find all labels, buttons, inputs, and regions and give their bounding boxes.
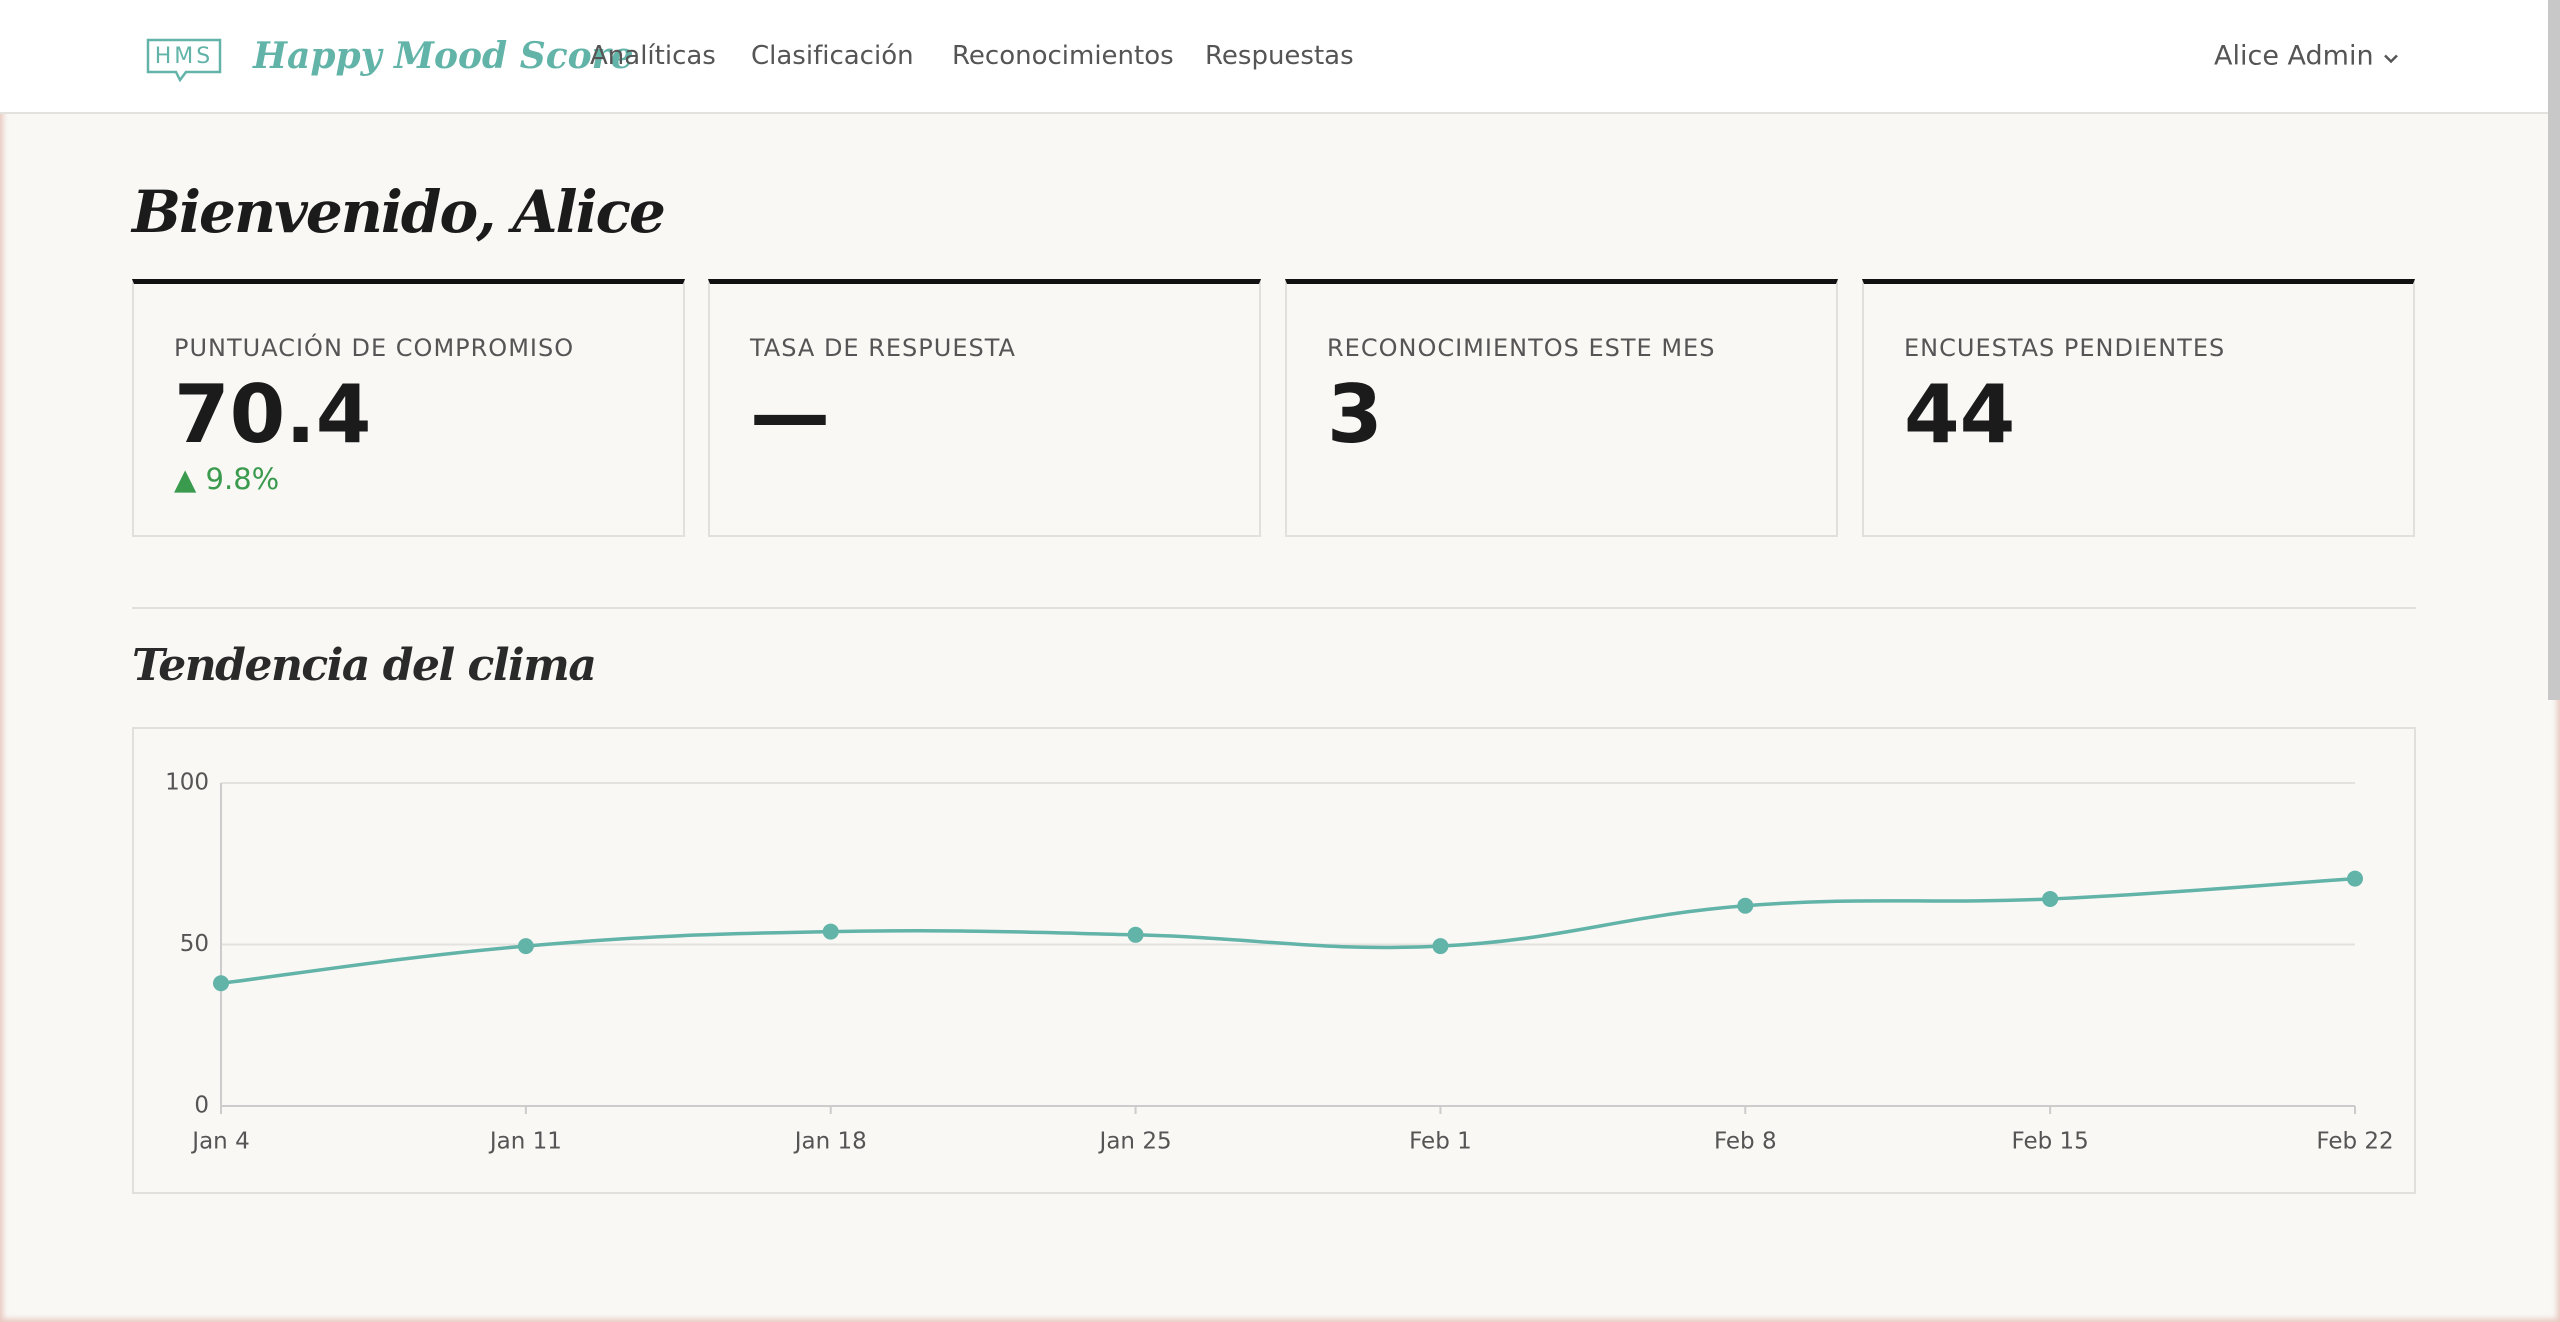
chart: 0 50 100 Jan 4 Jan 11 Jan 18 Jan 25 Feb 1 Feb 8 F… (165, 770, 2394, 1155)
point (213, 975, 229, 992)
user-name[interactable]: Alice Admin (2214, 40, 2374, 72)
point (1737, 897, 1754, 914)
card-value: 44 (1904, 368, 2016, 461)
point (1432, 938, 1449, 955)
x-tick-label: Jan 18 (793, 1129, 867, 1155)
y-tick-label: 100 (165, 770, 209, 796)
x-tick-label: Feb 1 (1409, 1129, 1472, 1155)
x-tick-label: Jan 25 (1098, 1129, 1172, 1155)
chart-panel: 0 50 100 Jan 4 Jan 11 Jan 18 Jan 25 Feb 1 Feb 8 F… (132, 727, 2416, 1194)
logo-frame (146, 38, 222, 82)
logo-text: HMS (155, 44, 214, 69)
card-label: ENCUESTAS PENDIENTES (1904, 334, 2226, 362)
user-menu[interactable]: Alice Admin (2214, 41, 2400, 72)
stat-card: PUNTUACIÓN DE COMPROMISO 70.4 ▲ 9.8% (132, 279, 685, 537)
card-value: 3 (1327, 368, 1383, 461)
line (220, 876, 2356, 985)
x-tick-label: Feb 15 (2011, 1129, 2088, 1155)
nav-link[interactable]: Analíticas (590, 41, 716, 71)
card-value: 70.4 (174, 368, 372, 461)
stat-card: ENCUESTAS PENDIENTES 44 (1862, 279, 2415, 537)
point (2347, 870, 2363, 887)
nav-link[interactable]: Reconocimientos (952, 41, 1174, 71)
card-label: PUNTUACIÓN DE COMPROMISO (174, 334, 575, 362)
card-label: TASA DE RESPUESTA (750, 334, 1016, 362)
nav-link[interactable]: Respuestas (1205, 41, 1354, 71)
point (2042, 890, 2059, 907)
card-value: — (750, 368, 830, 461)
point (1127, 926, 1144, 943)
x-tick-label: Jan 11 (488, 1129, 562, 1155)
scrollbar (2548, 0, 2560, 700)
chevron (2384, 54, 2399, 64)
x-tick-label: Feb 22 (2316, 1129, 2393, 1155)
point (822, 923, 839, 940)
section-title: Tendencia del clima (132, 640, 597, 691)
stat-card: TASA DE RESPUESTA — (708, 279, 1261, 537)
x-tick-label: Feb 8 (1714, 1129, 1777, 1155)
brand[interactable]: Happy Mood Score (253, 35, 634, 77)
stat-card: RECONOCIMIENTOS ESTE MES 3 (1285, 279, 1838, 537)
x-tick-label: Jan 4 (190, 1129, 249, 1155)
card-label: RECONOCIMIENTOS ESTE MES (1327, 334, 1716, 362)
heading: Bienvenido, Alice (132, 178, 666, 246)
y-tick-label: 0 (194, 1093, 209, 1119)
navbar: HMS Happy Mood Score Analíticas Clasific… (0, 0, 2548, 114)
card-delta: ▲ 9.8% (174, 462, 280, 496)
y-tick-label: 50 (180, 931, 209, 957)
point (517, 938, 534, 955)
divider (132, 607, 2416, 609)
logo[interactable]: HMS (146, 38, 226, 82)
nav-link[interactable]: Clasificación (751, 41, 914, 71)
